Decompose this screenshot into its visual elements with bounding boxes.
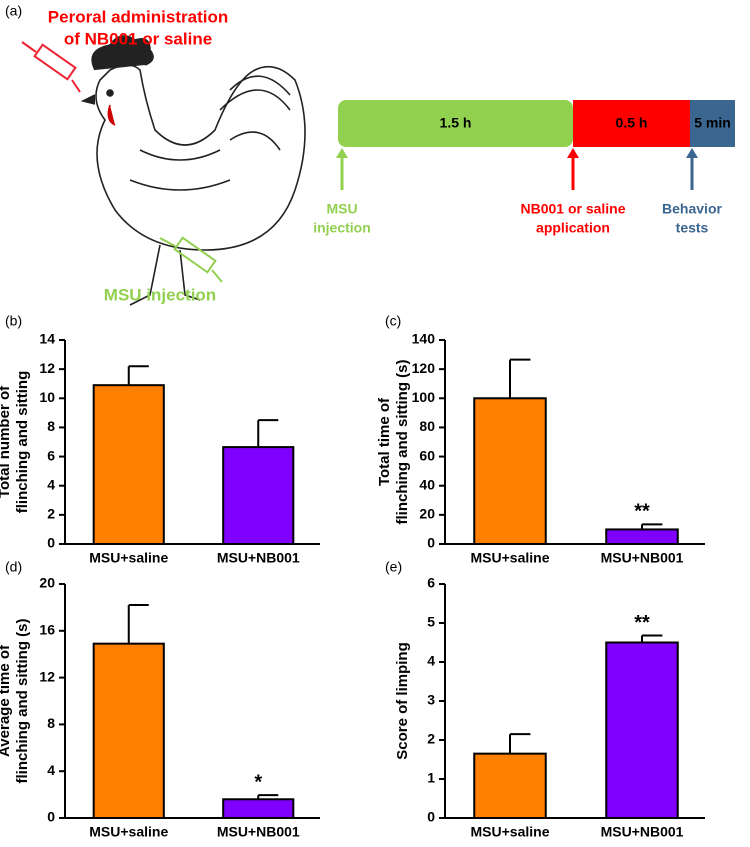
bar — [473, 397, 547, 545]
timeline-segment — [573, 100, 690, 147]
y-tick-label: 5 — [427, 614, 435, 630]
panel-label: (e) — [385, 559, 402, 575]
bar — [92, 642, 165, 819]
panel-label: (c) — [385, 313, 401, 329]
y-tick-label: 8 — [47, 715, 55, 731]
bar — [222, 798, 295, 820]
bar — [605, 641, 679, 819]
y-tick-label: 8 — [47, 418, 55, 434]
syringe-label: MSU injection — [104, 285, 216, 304]
timeline-label: 1.5 h — [440, 115, 472, 131]
rooster-sketch — [80, 35, 306, 306]
x-tick-label: MSU+NB001 — [601, 824, 684, 840]
y-tick-label: 4 — [47, 762, 55, 778]
x-tick-label: MSU+NB001 — [601, 550, 684, 566]
panel-label: (d) — [5, 559, 22, 575]
significance-label: ** — [634, 612, 650, 634]
significance-label: * — [254, 771, 262, 793]
y-tick-label: 0 — [47, 535, 55, 551]
event-arrowhead — [567, 148, 579, 158]
y-tick-label: 16 — [39, 622, 55, 638]
y-tick-label: 4 — [427, 653, 435, 669]
timeline-segment — [690, 100, 735, 147]
x-tick-label: MSU+NB001 — [217, 824, 300, 840]
y-tick-label: 120 — [412, 360, 436, 376]
x-tick-label: MSU+saline — [89, 824, 168, 840]
x-tick-label: MSU+saline — [89, 550, 168, 566]
y-axis-label: flinching and sitting (s) — [394, 360, 411, 525]
y-tick-label: 6 — [47, 447, 55, 463]
bar — [92, 384, 165, 545]
timeline-label: 5 min — [694, 115, 731, 131]
event-arrowhead — [686, 148, 698, 158]
syringe-red — [21, 41, 81, 93]
y-tick-label: 0 — [47, 809, 55, 825]
timeline-label: 0.5 h — [616, 115, 648, 131]
syringe-green — [159, 236, 223, 283]
event-label: MSU — [326, 201, 357, 217]
y-tick-label: 3 — [427, 692, 435, 708]
y-tick-label: 6 — [427, 575, 435, 591]
y-tick-label: 20 — [39, 575, 55, 591]
y-tick-label: 4 — [47, 476, 55, 492]
y-tick-label: 60 — [419, 447, 435, 463]
event-label: injection — [313, 220, 371, 236]
y-tick-label: 0 — [427, 809, 435, 825]
y-tick-label: 14 — [39, 331, 55, 347]
y-tick-label: 2 — [427, 731, 435, 747]
event-arrowhead — [336, 148, 348, 158]
x-tick-label: MSU+saline — [471, 824, 550, 840]
y-axis-label: flinching and sitting — [14, 371, 31, 514]
y-tick-label: 10 — [39, 389, 55, 405]
y-axis-label: Score of limping — [394, 642, 411, 760]
timeline-segment — [338, 100, 573, 147]
y-tick-label: 140 — [412, 331, 436, 347]
event-label: NB001 or saline — [520, 201, 625, 217]
y-tick-label: 12 — [39, 668, 55, 684]
y-tick-label: 1 — [427, 770, 435, 786]
event-label: Behavior — [662, 201, 722, 217]
panel-label: (a) — [5, 3, 22, 19]
y-tick-label: 2 — [47, 506, 55, 522]
bar — [222, 446, 295, 546]
y-axis-label: Total time of — [376, 397, 393, 486]
y-tick-label: 20 — [419, 506, 435, 522]
diagram-title: of NB001 or saline — [64, 29, 212, 48]
bar — [605, 528, 679, 546]
event-label: application — [536, 220, 610, 236]
significance-label: ** — [634, 501, 650, 523]
y-axis-label: Average time of — [0, 644, 13, 757]
y-tick-label: 100 — [412, 389, 436, 405]
y-tick-label: 40 — [419, 476, 435, 492]
y-tick-label: 80 — [419, 418, 435, 434]
diagram-title: Peroral administration — [48, 7, 228, 26]
y-axis-label: Total number of — [0, 385, 13, 498]
y-tick-label: 0 — [427, 535, 435, 551]
panel-label: (b) — [5, 313, 22, 329]
event-label: tests — [676, 220, 709, 236]
x-tick-label: MSU+NB001 — [217, 550, 300, 566]
x-tick-label: MSU+saline — [471, 550, 550, 566]
y-tick-label: 12 — [39, 360, 55, 376]
bar — [473, 752, 547, 820]
y-axis-label: flinching and sitting (s) — [14, 619, 31, 784]
